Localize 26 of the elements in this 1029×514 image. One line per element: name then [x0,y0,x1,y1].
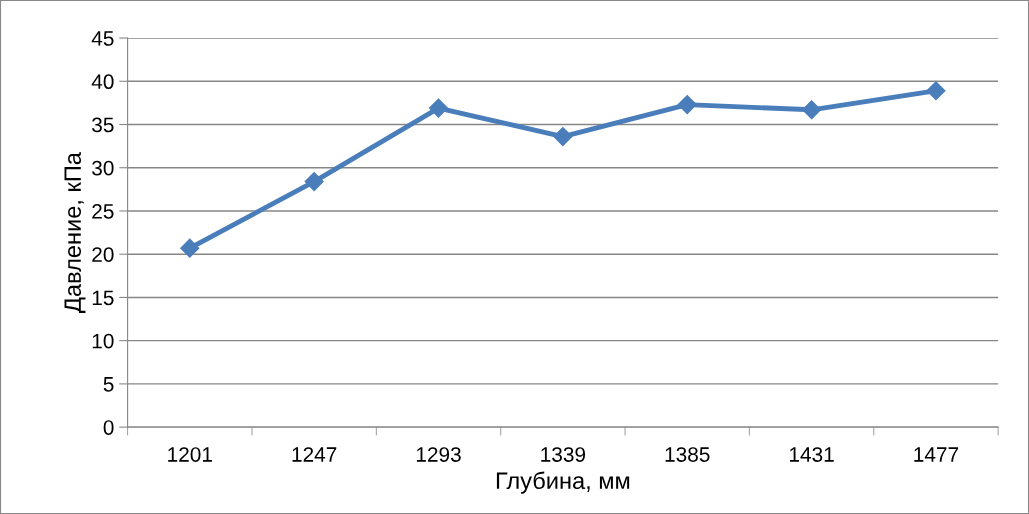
point [677,95,697,115]
y-tick-label: 15 [92,290,114,306]
x-tick-label: 1247 [292,447,337,462]
y-tick-label: 25 [92,203,114,219]
point [802,100,822,120]
point [553,127,573,147]
y-tick-label: 45 [91,31,114,46]
point [926,81,946,101]
x-tick-label: 1293 [416,447,461,462]
x-tick-label: 1339 [541,447,586,462]
y-axis-title: Давление, кПа [64,152,86,313]
y-tick-label: 40 [91,74,114,90]
y-tick-label: 20 [92,247,114,262]
point [428,98,449,118]
y-tick-label: 5 [103,377,114,392]
point [180,238,200,258]
x-tick-label: 1201 [168,447,212,462]
x-axis-title: Глубина, мм [496,471,630,494]
y-tick-label: 0 [103,420,114,435]
x-tick-label: 1431 [790,447,834,462]
y-tick-label: 30 [92,160,114,176]
point [304,172,324,192]
x-tick-label: 1477 [914,447,959,462]
y-tick-label: 35 [92,117,114,133]
x-tick-label: 1385 [665,447,710,462]
y-tick-label: 10 [92,333,114,349]
